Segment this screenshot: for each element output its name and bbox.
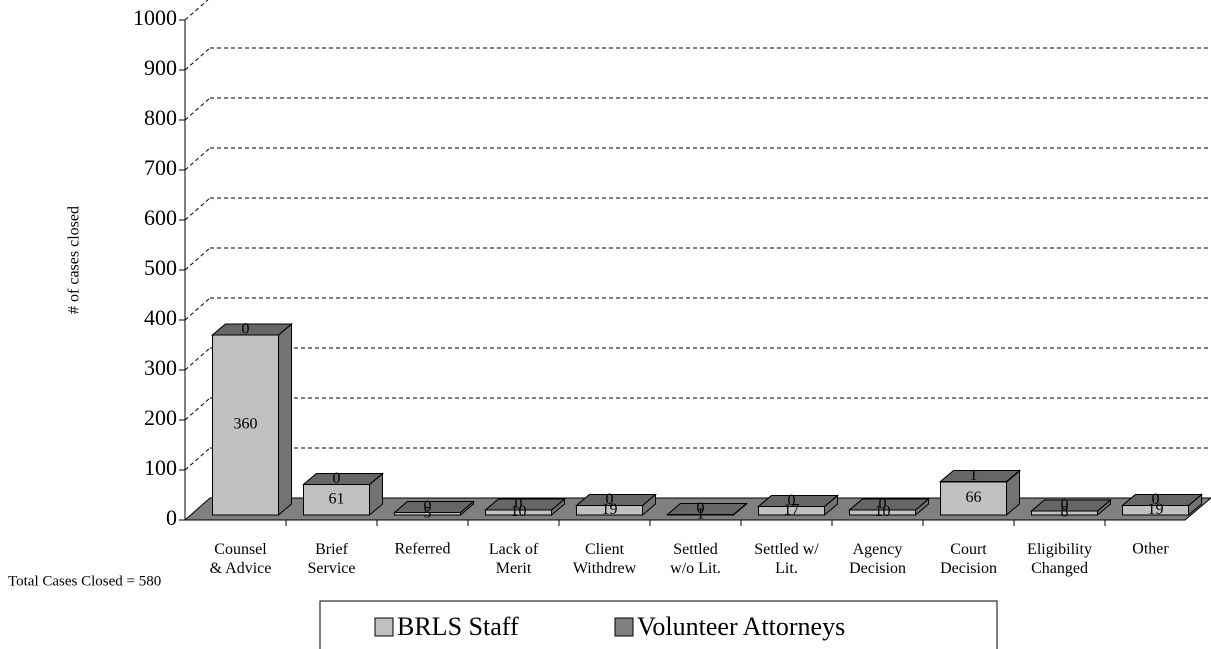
value-label: 0 xyxy=(788,492,796,509)
grid-line xyxy=(184,297,211,321)
y-tick-label: 0 xyxy=(166,505,177,530)
bar-segment xyxy=(757,495,839,507)
x-tick-label: Brief Service xyxy=(308,541,356,577)
legend-swatch xyxy=(374,617,394,637)
x-tick-label: Eligibility Changed xyxy=(1027,541,1092,577)
value-label: 0 xyxy=(697,500,705,517)
y-tick-label: 200 xyxy=(144,405,177,430)
value-label: 66 xyxy=(966,489,982,506)
bar-top xyxy=(848,498,930,511)
grid-line xyxy=(184,97,211,121)
value-label: 0 xyxy=(424,498,432,515)
value-label: 10 xyxy=(511,503,527,520)
grid-line xyxy=(184,397,211,421)
bar-top xyxy=(393,501,475,513)
value-label: 17 xyxy=(784,501,800,518)
bar-front xyxy=(940,481,1007,516)
x-tick-label: Agency Decision xyxy=(849,541,906,577)
bar-segment xyxy=(393,501,475,513)
legend-label: Volunteer Attorneys xyxy=(637,612,845,641)
y-tick-label: 500 xyxy=(144,255,177,280)
value-label: 0 xyxy=(879,496,887,513)
bar-segment xyxy=(666,503,748,515)
bar-top xyxy=(211,323,293,336)
value-label: 0 xyxy=(333,470,341,487)
bar-segment xyxy=(211,323,293,336)
value-label: 5 xyxy=(424,504,432,521)
bar-segment xyxy=(1030,499,1112,512)
bar-segment xyxy=(302,473,384,485)
value-label: 19 xyxy=(1148,501,1164,518)
bar-top xyxy=(666,503,748,515)
bar-top xyxy=(484,498,566,511)
grid-line xyxy=(184,347,211,371)
grid-line xyxy=(184,0,209,21)
y-tick-label: 1000 xyxy=(133,5,177,30)
y-tick-label: 400 xyxy=(144,305,177,330)
grid-line xyxy=(184,197,211,221)
x-tick-label: Client Withdrew xyxy=(573,541,637,577)
y-tick-label: 100 xyxy=(144,455,177,480)
y-tick-label: 800 xyxy=(144,105,177,130)
value-label: 19 xyxy=(602,501,618,518)
bar-segment xyxy=(1121,494,1203,506)
value-label: 0 xyxy=(1061,497,1069,514)
bar-top xyxy=(302,473,384,485)
annotation: Total Cases Closed = 580 xyxy=(8,573,161,589)
legend-swatch xyxy=(614,617,634,637)
y-tick-label: 300 xyxy=(144,355,177,380)
bar-top xyxy=(939,470,1021,482)
value-label: 61 xyxy=(329,490,345,507)
value-label: 1 xyxy=(970,467,978,484)
bar-side xyxy=(278,322,292,517)
x-tick-label: Settled w/Lit. xyxy=(754,541,819,577)
value-label: 0 xyxy=(515,496,523,513)
bar-top xyxy=(757,495,839,507)
y-axis-label: # of cases closed xyxy=(66,206,83,314)
legend-box xyxy=(319,600,998,649)
y-tick-label: 700 xyxy=(144,155,177,180)
x-tick-label: Referred xyxy=(395,541,451,558)
x-tick-label: Other xyxy=(1132,541,1169,558)
x-tick-label: Court Decision xyxy=(940,541,997,577)
x-tick-label: Lack of Merit xyxy=(489,541,539,577)
value-label: 0 xyxy=(1152,491,1160,508)
value-label: 8 xyxy=(1061,504,1069,521)
x-tick-label: Counsel & Advice xyxy=(210,541,272,577)
y-tick-label: 900 xyxy=(144,55,177,80)
bar-segment xyxy=(848,498,930,511)
grid-line xyxy=(184,247,211,271)
value-label: 360 xyxy=(234,416,258,433)
grid-line xyxy=(184,147,211,171)
legend-label: BRLS Staff xyxy=(397,612,519,641)
bar-top xyxy=(1121,494,1203,506)
value-label: 0 xyxy=(606,491,614,508)
bar-segment xyxy=(211,322,293,517)
value-label: 10 xyxy=(875,503,891,520)
x-tick-label: Settled w/o Lit. xyxy=(670,541,721,577)
bar-segment xyxy=(575,494,657,506)
grid-line xyxy=(184,47,211,71)
y-tick-label: 600 xyxy=(144,205,177,230)
value-label: 0 xyxy=(242,321,250,338)
bar-segment xyxy=(484,498,566,511)
bar-top xyxy=(1030,499,1112,512)
bar-top xyxy=(575,494,657,506)
bar-segment xyxy=(939,469,1021,484)
grid-line xyxy=(184,447,211,471)
value-label: 1 xyxy=(697,505,705,522)
